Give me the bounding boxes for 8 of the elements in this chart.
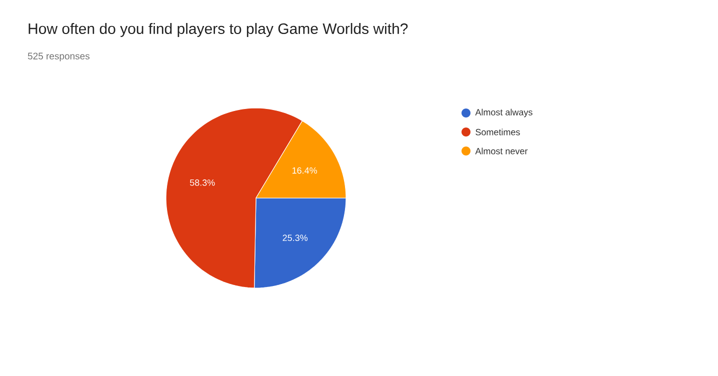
data-label: 58.3% <box>190 179 215 186</box>
data-label: 16.4% <box>292 167 317 174</box>
chart-title: How often do you find players to play Game Worlds with? <box>28 23 408 37</box>
text: 525 responses <box>28 52 90 62</box>
legend-label: Almost never <box>475 148 528 154</box>
legend-label: Sometimes <box>476 128 520 136</box>
legend-label: Almost always <box>475 108 532 118</box>
data-label: 25.3% <box>282 234 308 242</box>
